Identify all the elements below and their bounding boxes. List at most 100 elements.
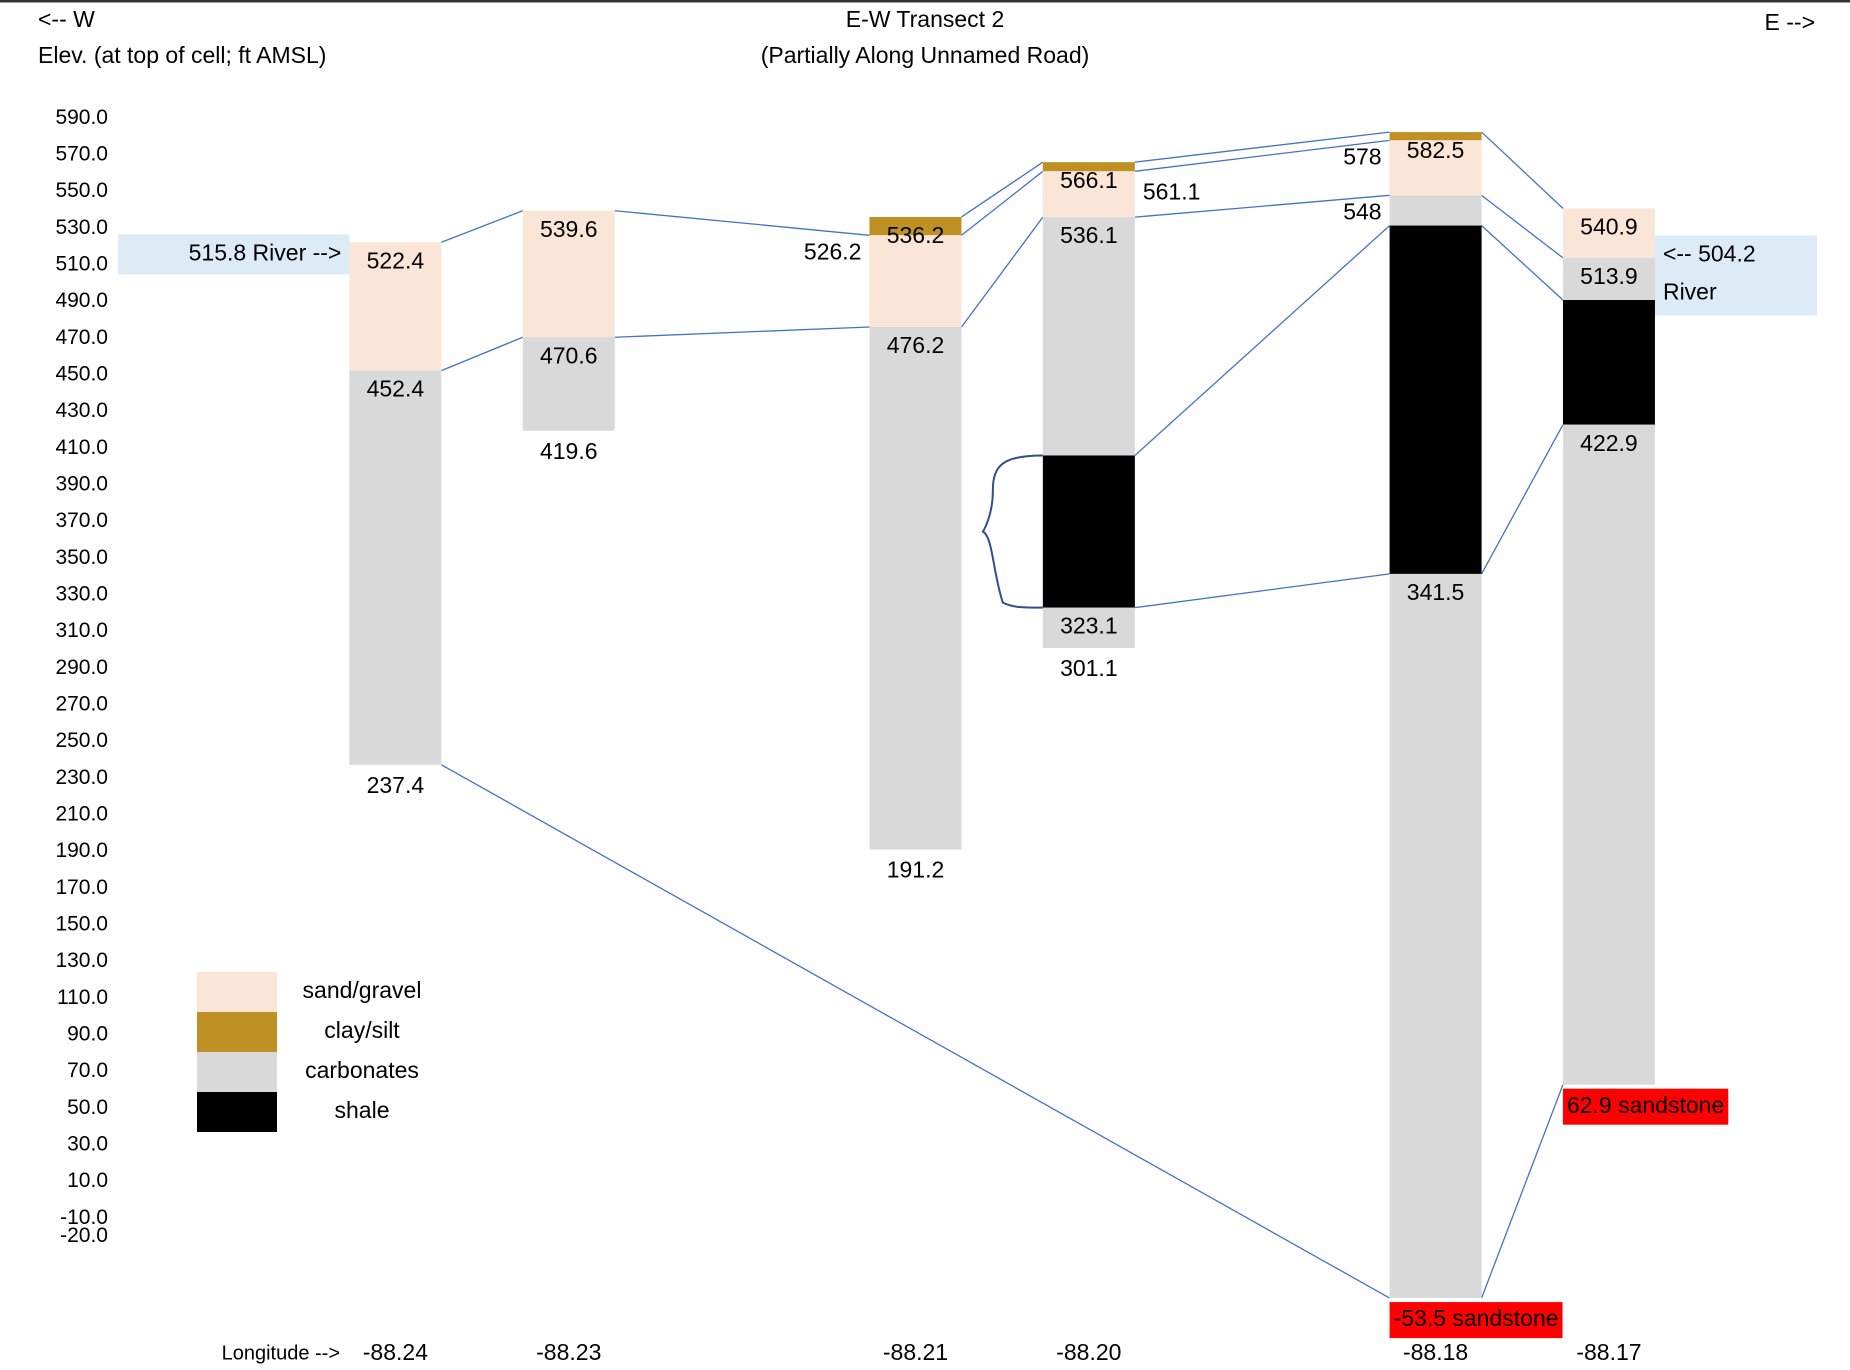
- correlation-line: [1134, 573, 1390, 609]
- boundary-label: -53.5 sandstone: [1394, 1305, 1559, 1331]
- y-tick-label: 290.0: [55, 656, 108, 679]
- boundary-label: 561.1: [1143, 178, 1201, 204]
- correlation-line: [1134, 131, 1390, 163]
- correlation-line: [1134, 194, 1390, 218]
- boundary-label: 422.9: [1580, 430, 1638, 456]
- boundary-label: 548: [1343, 198, 1381, 224]
- y-tick-label: 470.0: [55, 326, 108, 349]
- x-axis-label: Longitude -->: [222, 1342, 340, 1364]
- y-tick-label: 250.0: [55, 729, 108, 752]
- correlation-line: [1481, 131, 1564, 209]
- y-tick-label: 30.0: [67, 1133, 108, 1156]
- boundary-label: 539.6: [540, 216, 598, 242]
- boundary-label: 323.1: [1060, 613, 1118, 639]
- boundary-label: 566.1: [1060, 167, 1118, 193]
- correlation-line: [1480, 1084, 1564, 1299]
- layer: [1562, 208, 1655, 258]
- y-tick-label: 590.0: [55, 106, 108, 129]
- layer: [869, 216, 962, 236]
- y-tick-label: 530.0: [55, 216, 108, 239]
- layer: [1562, 257, 1655, 301]
- x-tick-label: -88.23: [536, 1339, 601, 1365]
- boundary-label: 406.1: [1060, 461, 1118, 487]
- river-label: River: [1663, 279, 1717, 305]
- east-label: E -->: [1765, 9, 1815, 35]
- x-tick-label: -88.20: [1056, 1339, 1121, 1365]
- layer: [1042, 162, 1135, 172]
- correlation-line: [614, 326, 870, 338]
- boundary-label: 62.9 sandstone: [1567, 1092, 1724, 1118]
- y-tick-label: 510.0: [55, 253, 108, 276]
- boundary-label: 237.4: [367, 772, 425, 798]
- x-tick-label: -88.17: [1576, 1339, 1641, 1365]
- boundary-label: 536.2: [887, 222, 945, 248]
- legend-swatch: [197, 1012, 277, 1052]
- layer: [869, 235, 962, 327]
- legend-label: shale: [335, 1097, 390, 1123]
- boundary-label: 452.4: [367, 376, 425, 402]
- x-tick-label: -88.18: [1403, 1339, 1468, 1365]
- layer: [1042, 171, 1135, 218]
- layer: [1389, 132, 1482, 141]
- boundary-label: 526.2: [804, 238, 862, 264]
- river-band: [118, 234, 350, 275]
- y-tick-label: 550.0: [55, 179, 108, 202]
- correlation-line: [441, 336, 524, 372]
- correlation-line: [1134, 139, 1390, 172]
- y-tick-label: 10.0: [67, 1169, 108, 1192]
- x-tick-label: -88.21: [883, 1339, 948, 1365]
- y-tick-label: 310.0: [55, 619, 108, 642]
- correlation-line: [1134, 225, 1391, 456]
- chart-subtitle: (Partially Along Unnamed Road): [761, 42, 1090, 68]
- correlation-line: [960, 216, 1044, 328]
- y-tick-label: 90.0: [67, 1023, 108, 1046]
- chart-title: E-W Transect 2: [846, 6, 1004, 32]
- y-tick-label: 430.0: [55, 399, 108, 422]
- river-label: 515.8 River -->: [189, 239, 342, 265]
- y-tick-label: 390.0: [55, 473, 108, 496]
- brace: [981, 454, 1043, 609]
- layer: [1042, 217, 1135, 456]
- correlation-line: [441, 764, 1390, 1299]
- y-tick-label: 490.0: [55, 289, 108, 312]
- river-label: <-- 504.2: [1663, 241, 1756, 267]
- correlation-line: [961, 170, 1044, 236]
- layer: [1389, 140, 1482, 196]
- base-label-box: [1389, 1302, 1563, 1339]
- boundary-label: 476.2: [887, 332, 945, 358]
- boundary-label: 531.5: [1407, 231, 1465, 257]
- y-tick-label: 190.0: [55, 839, 108, 862]
- y-tick-label: 210.0: [55, 803, 108, 826]
- correlation-line: [1481, 194, 1564, 259]
- y-tick-label: 150.0: [55, 913, 108, 936]
- layer: [1389, 573, 1482, 1299]
- boundary-label: 578: [1343, 143, 1381, 169]
- legend-label: clay/silt: [324, 1017, 400, 1043]
- y-tick-label: 350.0: [55, 546, 108, 569]
- legend-swatch: [197, 1092, 277, 1132]
- layer: [1562, 424, 1655, 1085]
- boundary-label: 582.5: [1407, 137, 1465, 163]
- layer: [1042, 607, 1135, 648]
- boundary-label: 191.2: [887, 857, 945, 883]
- legend-label: sand/gravel: [303, 977, 422, 1003]
- y-tick-label: -20.0: [60, 1224, 108, 1247]
- layer: [1389, 195, 1482, 226]
- base-label-box: [1562, 1088, 1729, 1125]
- boundary-label: 536.1: [1060, 222, 1118, 248]
- correlation-line: [961, 161, 1044, 218]
- legend-label: carbonates: [305, 1057, 419, 1083]
- correlation-line: [441, 210, 523, 243]
- layer: [349, 242, 442, 371]
- layer: [1042, 455, 1135, 608]
- y-tick-label: 50.0: [67, 1096, 108, 1119]
- layer: [522, 337, 615, 431]
- boundary-label: 419.6: [540, 438, 598, 464]
- y-tick-label: 130.0: [55, 949, 108, 972]
- y-axis-label: Elev. (at top of cell; ft AMSL): [38, 42, 326, 68]
- correlation-line: [1481, 225, 1564, 301]
- legend-swatch: [197, 1052, 277, 1092]
- correlation-line: [1481, 424, 1564, 575]
